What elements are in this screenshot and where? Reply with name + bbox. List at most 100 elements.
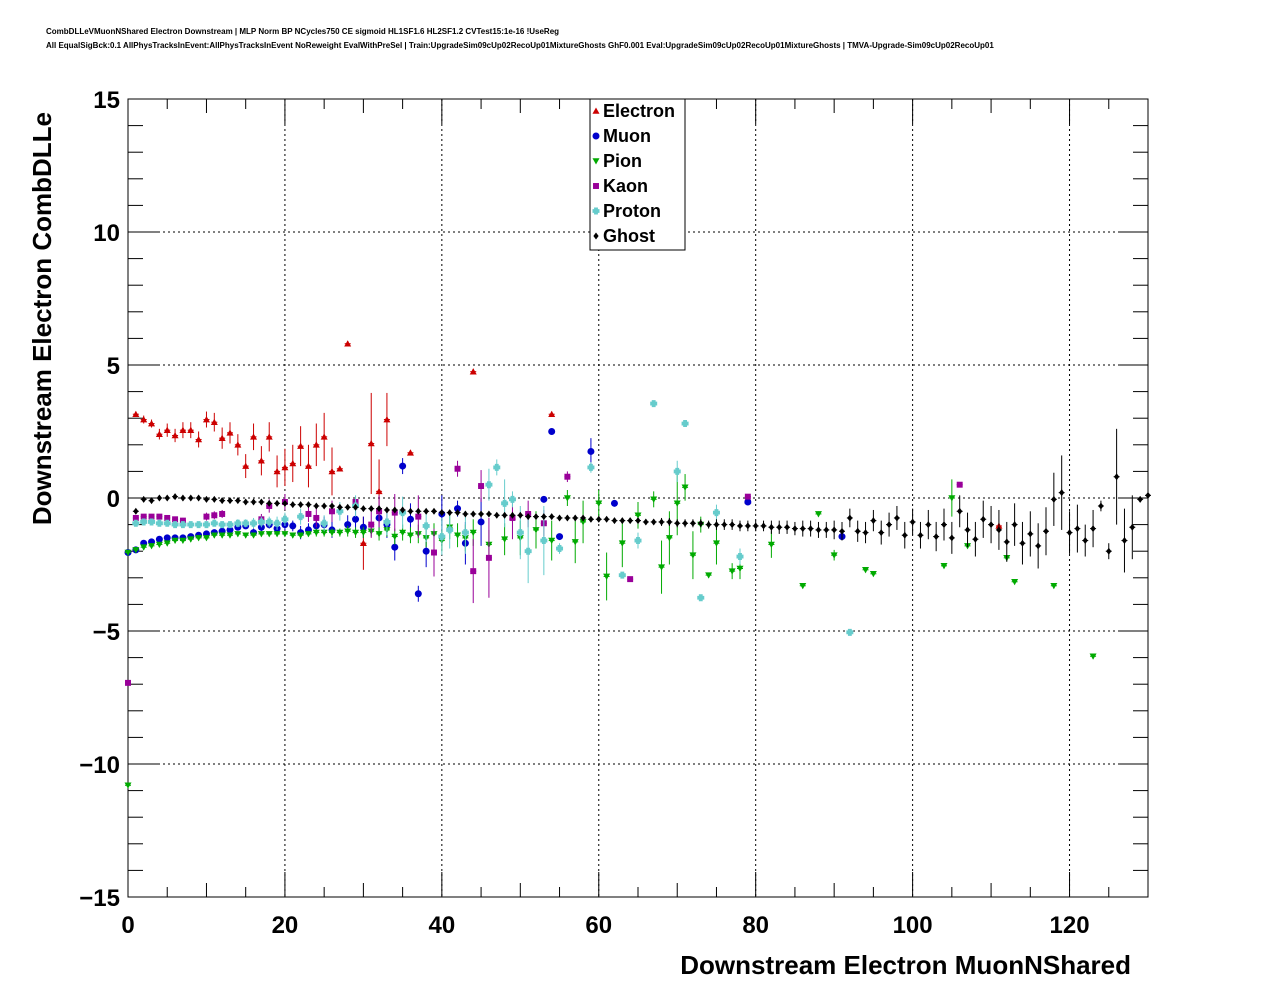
data-point-proton	[226, 521, 234, 529]
data-point-pion	[532, 527, 540, 534]
data-point-kaon	[956, 481, 963, 488]
data-point-ghost	[831, 526, 837, 534]
data-point-muon	[422, 547, 430, 555]
data-point-proton	[485, 481, 493, 489]
data-point-pion	[705, 572, 713, 579]
data-point-ghost	[760, 522, 767, 530]
data-point-ghost	[172, 493, 178, 501]
data-point-ghost	[627, 517, 633, 525]
data-point-proton	[297, 513, 305, 521]
data-point-ghost	[345, 503, 351, 511]
data-point-kaon	[219, 510, 226, 517]
data-point-ghost	[658, 518, 665, 526]
data-point-kaon	[415, 513, 422, 520]
data-point-pion	[830, 552, 838, 559]
data-point-ghost	[470, 510, 476, 518]
data-point-ghost	[972, 535, 979, 543]
data-point-electron	[148, 420, 156, 427]
data-point-muon	[454, 505, 462, 513]
data-point-ghost	[949, 534, 955, 542]
data-point-muon	[414, 590, 422, 598]
data-point-electron	[179, 426, 187, 433]
data-point-kaon	[454, 465, 461, 472]
data-point-ghost	[941, 521, 947, 529]
x-tick-label: 40	[428, 912, 455, 939]
data-point-ghost	[282, 499, 288, 507]
legend-label-electron: Electron	[603, 101, 675, 121]
series-pion	[124, 471, 1097, 789]
data-point-ghost	[611, 517, 618, 525]
data-point-electron	[375, 487, 383, 495]
data-point-ghost	[894, 514, 900, 522]
data-point-pion	[399, 529, 407, 537]
data-point-ghost	[313, 502, 319, 510]
data-point-pion	[603, 573, 611, 580]
data-point-muon	[548, 428, 556, 435]
x-tick-label: 0	[121, 912, 134, 939]
data-point-electron	[242, 462, 250, 469]
series-muon	[124, 428, 846, 602]
x-tick-label: 20	[272, 912, 299, 939]
data-point-ghost	[541, 513, 547, 521]
legend: Electron Muon Pion Kaon Proton Ghost	[589, 98, 686, 251]
chart-title-line-2: All EqualSigBck:0.1 AllPhysTracksInEvent…	[46, 41, 994, 50]
data-point-pion	[814, 511, 822, 518]
data-point-pion	[375, 531, 383, 538]
data-point-pion	[359, 529, 367, 537]
data-point-proton	[163, 519, 171, 527]
data-point-ghost	[250, 498, 257, 506]
data-point-pion	[328, 529, 336, 537]
data-point-proton	[257, 518, 265, 526]
data-point-ghost	[651, 518, 657, 526]
data-point-pion	[1050, 582, 1058, 590]
data-point-ghost	[203, 495, 210, 503]
data-point-muon	[155, 535, 163, 543]
data-point-electron	[155, 430, 163, 437]
data-point-ghost	[635, 517, 641, 525]
data-point-electron	[367, 439, 375, 447]
data-point-pion	[179, 537, 187, 545]
y-tick-label: −15	[79, 885, 120, 912]
data-point-kaon	[164, 514, 171, 521]
data-point-ghost	[180, 494, 186, 502]
data-point-electron	[257, 457, 265, 464]
data-point-muon	[344, 521, 352, 529]
data-point-muon	[477, 518, 485, 526]
data-point-proton	[218, 521, 226, 529]
x-tick-label: 120	[1050, 912, 1090, 939]
data-point-ghost	[1098, 502, 1104, 510]
data-point-ghost	[305, 501, 312, 509]
data-point-ghost	[1074, 525, 1081, 533]
data-point-ghost	[509, 511, 516, 519]
data-point-pion	[728, 568, 736, 575]
data-point-kaon	[470, 568, 477, 575]
data-point-pion	[124, 549, 132, 557]
legend-label-kaon: Kaon	[603, 176, 648, 196]
data-point-pion	[634, 512, 642, 519]
data-point-ghost	[855, 527, 861, 535]
data-point-pion	[257, 531, 265, 538]
data-point-ghost	[478, 510, 484, 518]
data-point-kaon	[305, 510, 312, 517]
y-tick-label: 10	[93, 220, 120, 247]
data-point-pion	[579, 519, 587, 526]
data-point-pion	[689, 552, 697, 559]
y-tick-label: −5	[93, 619, 120, 646]
data-point-ghost	[1027, 530, 1033, 538]
data-point-pion	[869, 571, 877, 578]
data-point-proton	[697, 594, 705, 602]
data-point-proton	[422, 522, 430, 530]
x-tick-labels: 0 20 40 60 80 100 120	[121, 912, 1089, 939]
data-point-ghost	[1004, 538, 1010, 546]
data-point-ghost	[666, 518, 673, 526]
data-point-ghost	[211, 495, 217, 503]
data-point-proton	[320, 519, 328, 527]
data-point-ghost	[964, 526, 971, 534]
data-point-pion	[563, 495, 571, 502]
data-point-proton	[556, 545, 564, 553]
data-point-electron	[359, 539, 367, 547]
data-point-electron	[171, 431, 179, 439]
data-point-pion	[469, 529, 477, 537]
y-tick-label: 15	[93, 87, 120, 114]
